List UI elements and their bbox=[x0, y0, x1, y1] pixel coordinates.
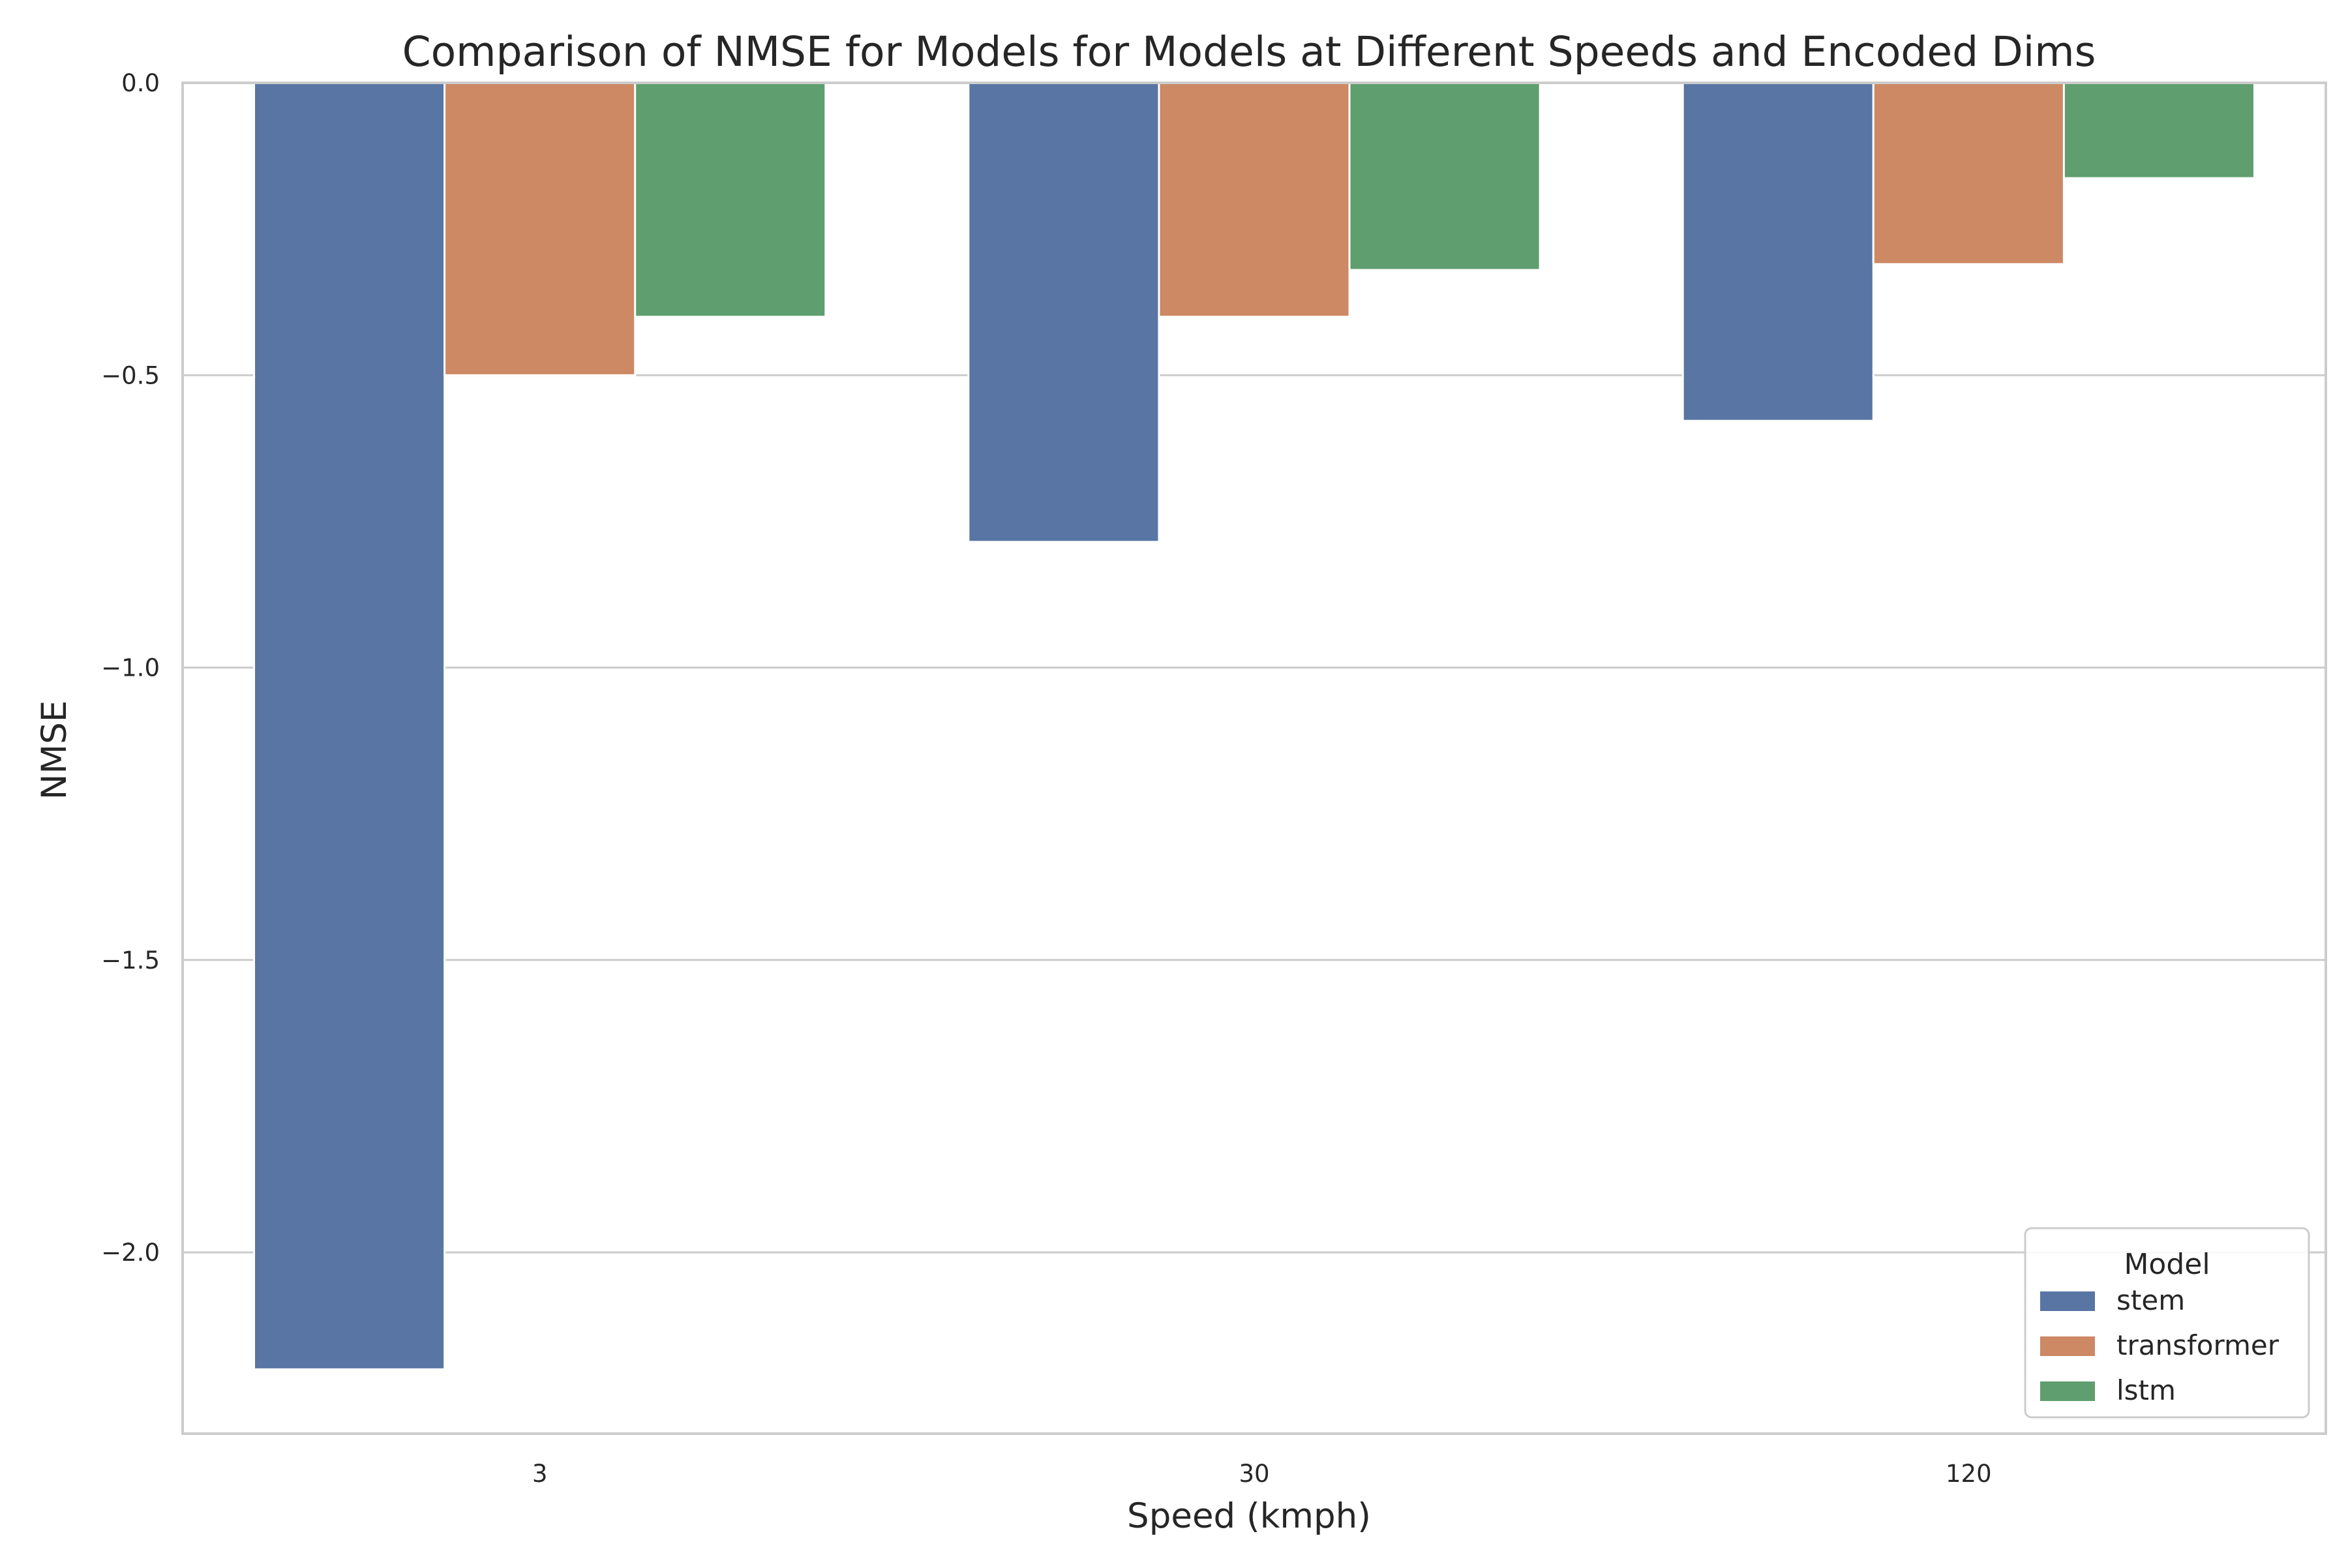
y-axis-label: NMSE bbox=[35, 701, 74, 800]
y-tick-label: −1.0 bbox=[101, 654, 160, 682]
y-tick-label: −0.5 bbox=[101, 361, 160, 389]
bar-stem-30 bbox=[967, 82, 1160, 543]
legend-swatch-transformer bbox=[2040, 1336, 2095, 1356]
bar-transformer-3 bbox=[444, 82, 637, 376]
legend-label-lstm: lstm bbox=[2116, 1374, 2176, 1406]
chart-title: Comparison of NMSE for Models for Models… bbox=[402, 28, 2096, 76]
x-tick-label: 120 bbox=[1946, 1460, 1992, 1488]
x-tick-label: 30 bbox=[1239, 1460, 1269, 1488]
bar-lstm-3 bbox=[634, 82, 827, 318]
y-tick-label: −2.0 bbox=[101, 1239, 160, 1267]
bar-transformer-30 bbox=[1158, 82, 1351, 318]
bar-stem-120 bbox=[1681, 82, 1874, 422]
legend-label-stem: stem bbox=[2116, 1284, 2185, 1316]
bar-transformer-120 bbox=[1872, 82, 2065, 265]
bar-lstm-30 bbox=[1348, 82, 1541, 271]
y-tick-label: −1.5 bbox=[101, 946, 160, 974]
x-axis-label: Speed (kmph) bbox=[1127, 1496, 1371, 1536]
bar-stem-3 bbox=[253, 82, 446, 1370]
legend-label-transformer: transformer bbox=[2116, 1329, 2280, 1361]
legend-title: Model bbox=[2124, 1248, 2210, 1281]
plot-frame bbox=[181, 82, 2327, 1435]
bar-lstm-120 bbox=[2062, 82, 2255, 179]
legend-swatch-lstm bbox=[2040, 1381, 2095, 1401]
legend-box bbox=[2024, 1227, 2310, 1419]
legend-swatch-stem bbox=[2040, 1291, 2095, 1311]
x-tick-label: 3 bbox=[532, 1460, 548, 1488]
y-tick-label: 0.0 bbox=[121, 69, 160, 97]
